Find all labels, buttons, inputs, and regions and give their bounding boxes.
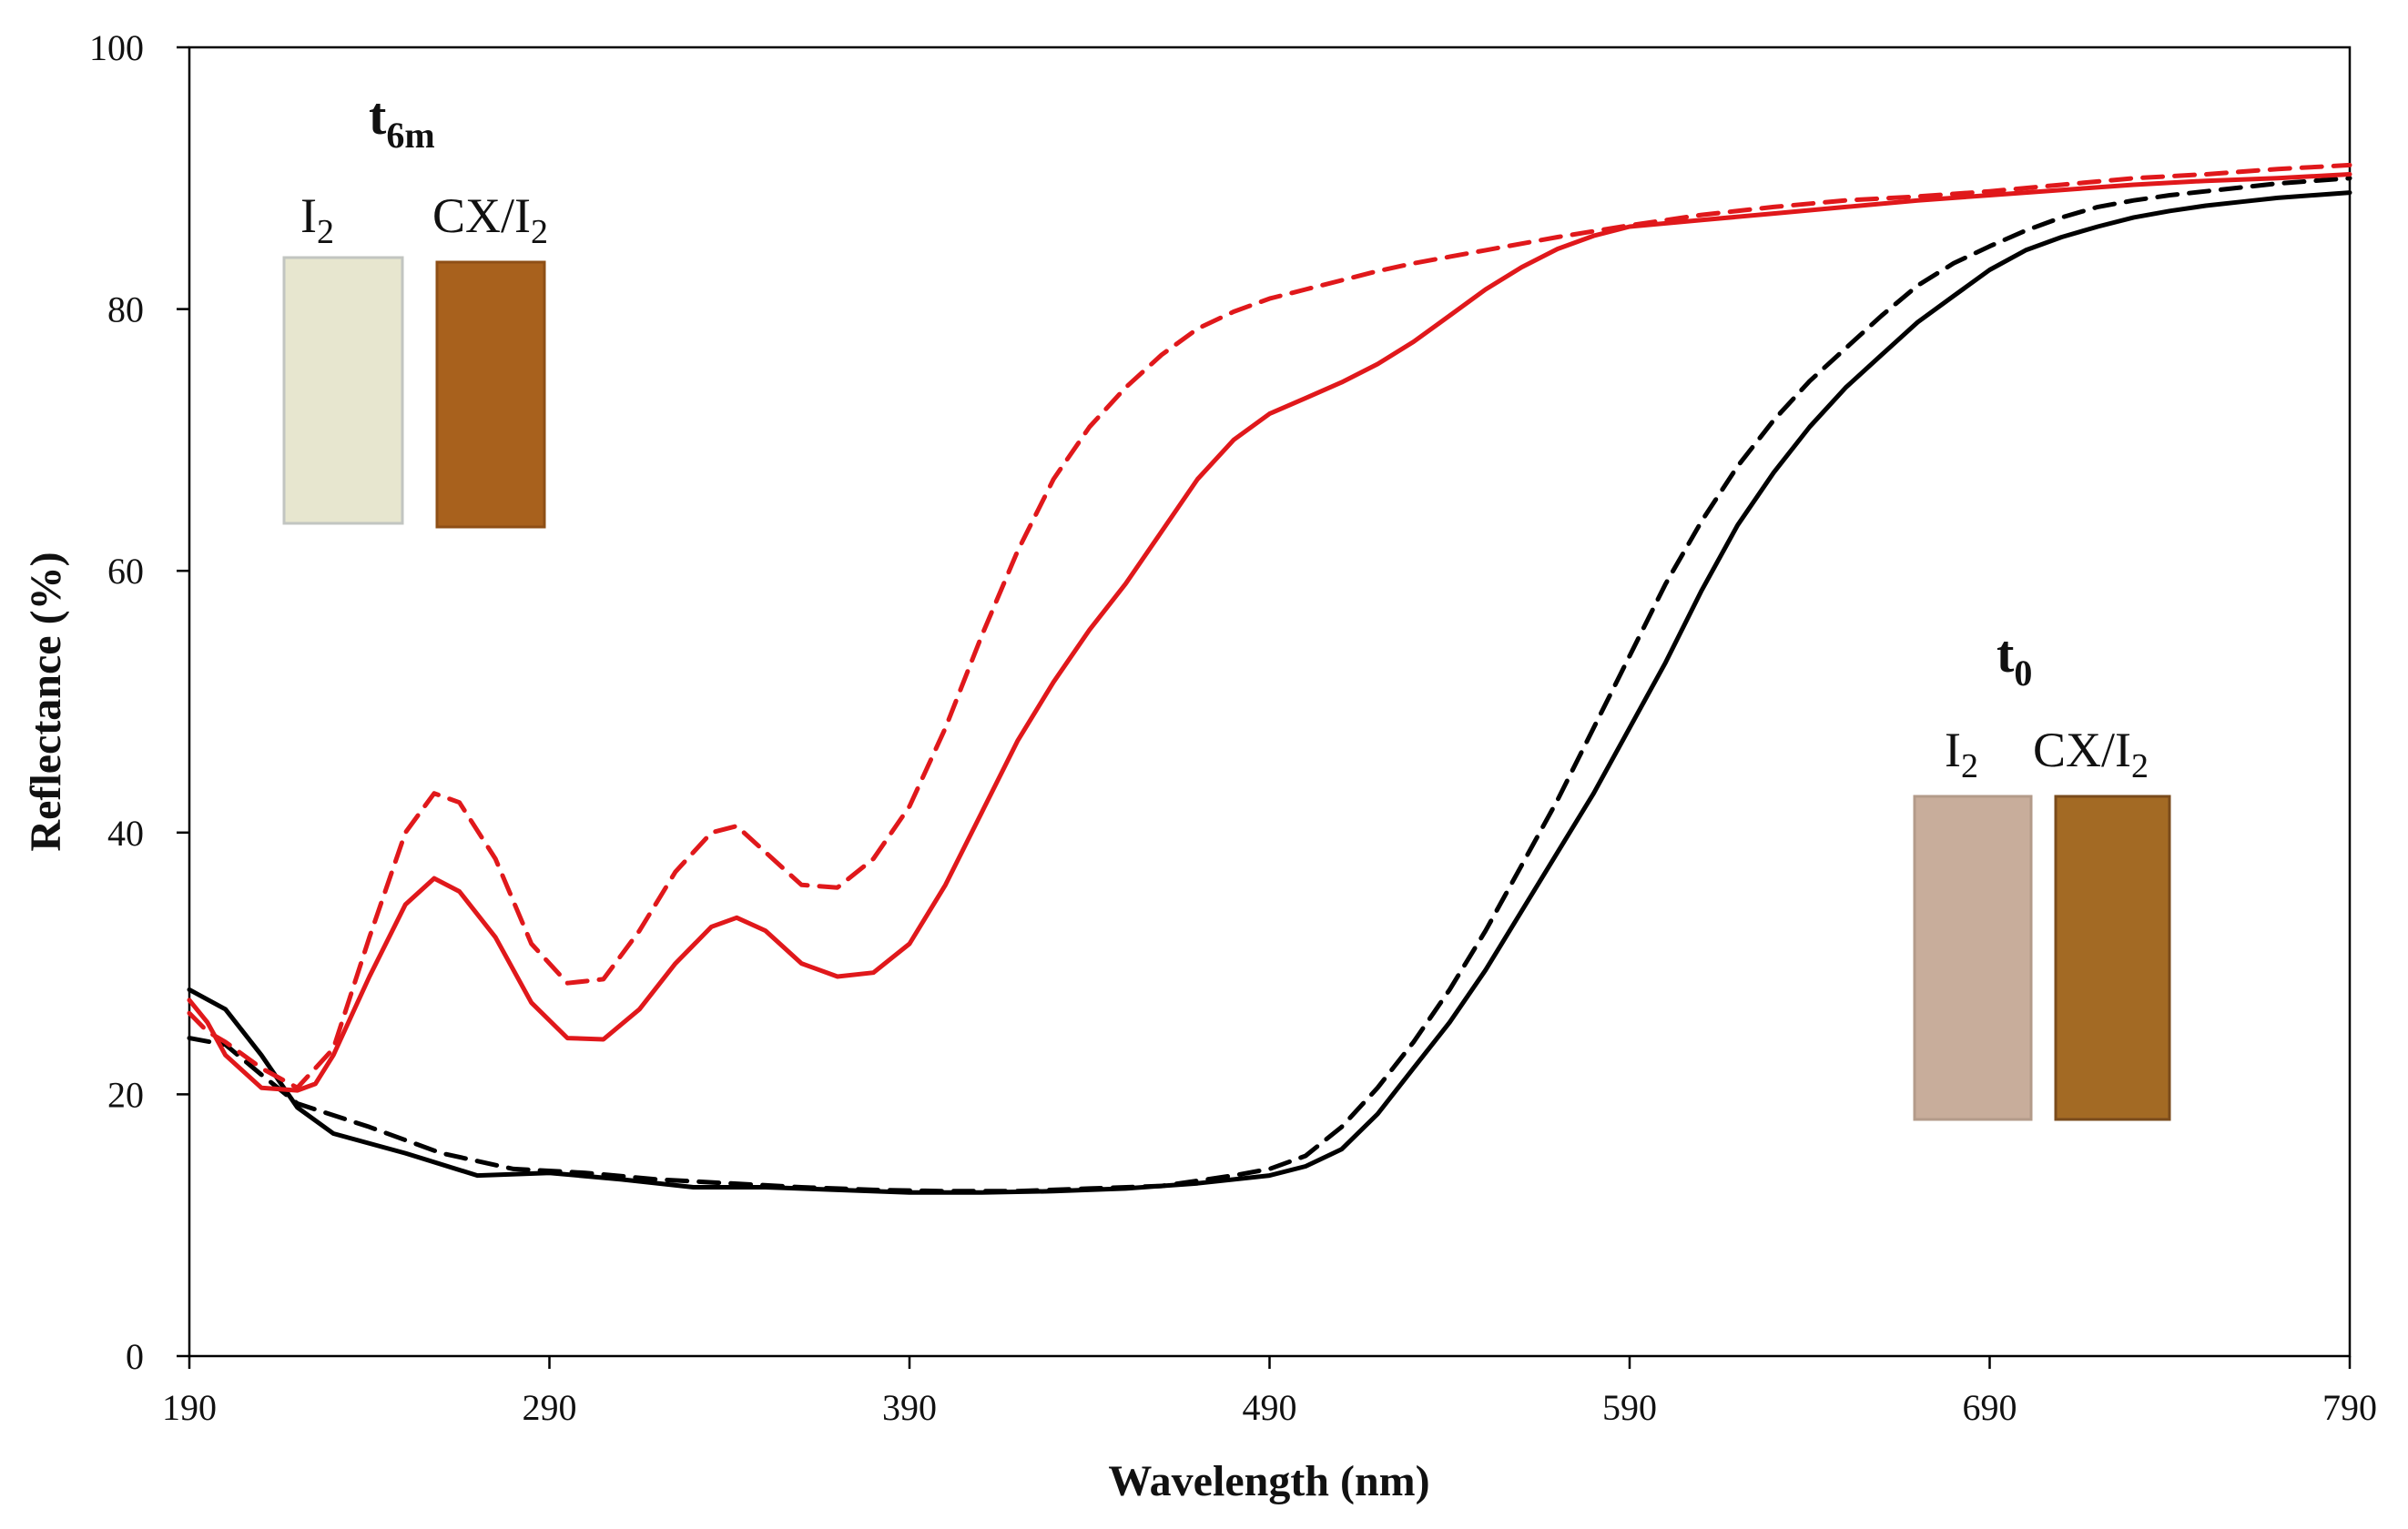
inset-t6m-label-i2-main: I [300, 188, 317, 243]
x-tick-label: 590 [1602, 1387, 1657, 1428]
inset-t0-label-i2: I2 [1945, 723, 1978, 785]
series-layer [187, 162, 2352, 1195]
inset-t0-title-sub: 0 [2014, 653, 2032, 694]
y-tick-label: 40 [107, 813, 144, 854]
y-tick-label: 80 [107, 289, 144, 330]
y-tick-label: 60 [107, 551, 144, 592]
inset-t0-label-i2-sub: 2 [1961, 747, 1978, 785]
inset-t6m-label-i2-sub: 2 [317, 213, 334, 251]
inset-t0-label-i2-main: I [1945, 723, 1961, 777]
inset-t0-title: t0 [1997, 624, 2032, 694]
series-line-0 [187, 190, 2352, 1195]
series-line-3 [187, 162, 2352, 1090]
inset-t6m-swatch-cxi2 [435, 260, 546, 529]
x-tick-label: 390 [882, 1387, 937, 1428]
inset-t0-title-main: t [1997, 624, 2015, 683]
inset-t6m-title: t6m [369, 86, 435, 156]
y-axis-label: Reflectance (%) [22, 552, 70, 851]
x-tick-label: 290 [523, 1387, 577, 1428]
inset-t0-label-cxi2-sub: 2 [2131, 747, 2149, 785]
inset-t6m-label-cxi2-sub: 2 [531, 213, 548, 251]
inset-t0-label-cxi2: CX/I2 [2033, 723, 2149, 785]
y-tick-label: 100 [89, 27, 144, 68]
y-tick-label: 20 [107, 1074, 144, 1115]
inset-t6m-label-cxi2-main: CX/I [432, 188, 531, 243]
series-line-2 [187, 172, 2352, 1093]
inset-t6m: t6m I2 CX/I2 [282, 86, 548, 529]
y-tick-label: 0 [126, 1336, 144, 1377]
x-tick-label: 790 [2322, 1387, 2377, 1428]
inset-t0: t0 I2 CX/I2 [1913, 624, 2171, 1121]
inset-t6m-label-i2: I2 [300, 188, 334, 251]
inset-t0-swatch-cxi2 [2054, 795, 2171, 1121]
inset-t6m-label-cxi2: CX/I2 [432, 188, 548, 251]
inset-t0-swatch-i2 [1913, 795, 2033, 1121]
x-tick-label: 690 [1963, 1387, 2017, 1428]
inset-t0-label-cxi2-main: CX/I [2033, 723, 2131, 777]
inset-t6m-swatch-i2 [282, 256, 404, 525]
inset-t6m-title-sub: 6m [386, 115, 434, 156]
series-line-1 [187, 176, 2352, 1194]
x-tick-label: 490 [1243, 1387, 1297, 1428]
x-tick-label: 190 [162, 1387, 217, 1428]
x-axis-label: Wavelength (nm) [1108, 1457, 1429, 1505]
inset-t6m-title-main: t [369, 86, 387, 146]
